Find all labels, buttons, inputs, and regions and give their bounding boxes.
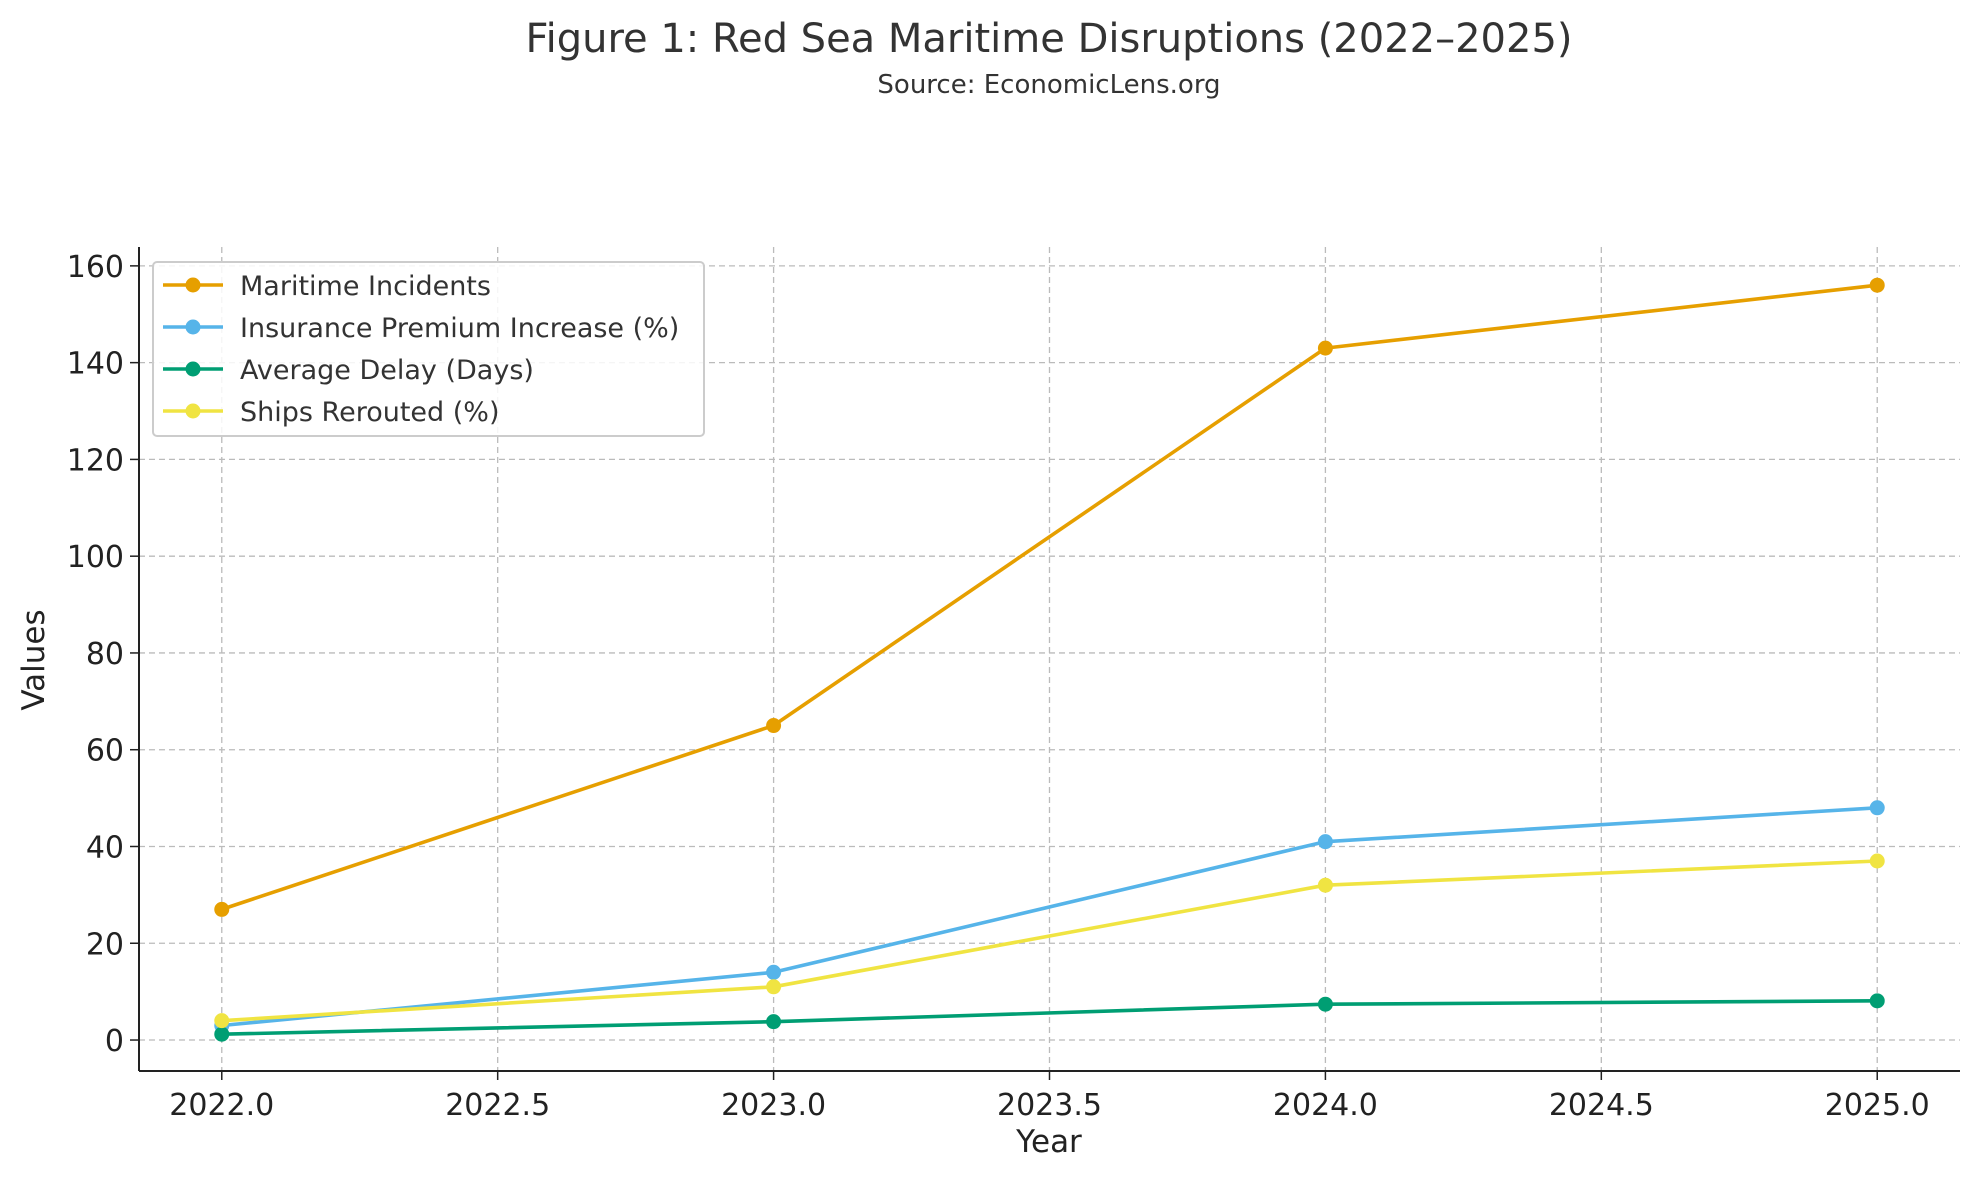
legend-label: Ships Rerouted (%)	[240, 397, 499, 428]
legend-marker	[185, 277, 201, 293]
data-point	[1869, 853, 1885, 869]
y-tick-label: 140	[67, 347, 124, 382]
y-tick-label: 20	[86, 927, 124, 962]
data-point	[1869, 277, 1885, 293]
series-line	[221, 999, 1878, 1037]
data-point	[214, 1013, 230, 1029]
x-tick-label: 2025.0	[1825, 1088, 1930, 1123]
y-axis-label: Values	[16, 609, 52, 710]
data-point	[214, 1026, 230, 1042]
data-point	[766, 979, 782, 995]
y-tick-label: 100	[67, 540, 124, 575]
legend-box	[152, 261, 705, 437]
legend-label: Average Delay (Days)	[240, 355, 534, 386]
x-tick-label: 2022.5	[445, 1088, 550, 1123]
data-point	[214, 901, 230, 917]
data-point	[1869, 993, 1885, 1009]
legend-marker	[185, 319, 201, 335]
chart-subtitle: Source: EconomicLens.org	[877, 70, 1220, 100]
y-tick-label: 120	[67, 443, 124, 478]
data-point	[1317, 877, 1333, 893]
y-tick-label: 60	[86, 734, 124, 769]
x-tick-label: 2023.0	[721, 1088, 826, 1123]
grid	[139, 247, 1960, 1071]
x-tick-label: 2022.0	[169, 1088, 274, 1123]
legend-label: Maritime Incidents	[240, 271, 491, 302]
data-point	[766, 1014, 782, 1030]
series-line	[221, 859, 1878, 1023]
ticks: 2022.0 2022.5 2023.0 2023.5 2024.0 2024.5 2025…	[67, 250, 1930, 1123]
chart-title: Figure 1: Red Sea Maritime Disruptions (…	[525, 16, 1572, 62]
x-tick-label: 2024.5	[1549, 1088, 1654, 1123]
legend-label: Insurance Premium Increase (%)	[240, 313, 679, 344]
x-tick-label: 2024.0	[1273, 1088, 1378, 1123]
y-tick-label: 0	[105, 1024, 124, 1059]
legend: Maritime Incidents Insurance Premium Incr…	[152, 261, 705, 437]
y-tick-label: 40	[86, 830, 124, 865]
y-tick-label: 80	[86, 637, 124, 672]
series-line	[221, 283, 1878, 912]
data-point	[766, 718, 782, 734]
legend-marker	[185, 361, 201, 377]
data-point	[1317, 996, 1333, 1012]
series-line	[221, 805, 1878, 1028]
data-point	[766, 964, 782, 980]
series-layer	[214, 277, 1885, 1042]
legend-marker	[185, 403, 201, 419]
data-point	[1317, 834, 1333, 850]
data-point	[1317, 340, 1333, 356]
x-axis-label: Year	[1015, 1124, 1082, 1160]
data-point	[1869, 800, 1885, 816]
y-tick-label: 160	[67, 250, 124, 285]
x-tick-label: 2023.5	[997, 1088, 1102, 1123]
